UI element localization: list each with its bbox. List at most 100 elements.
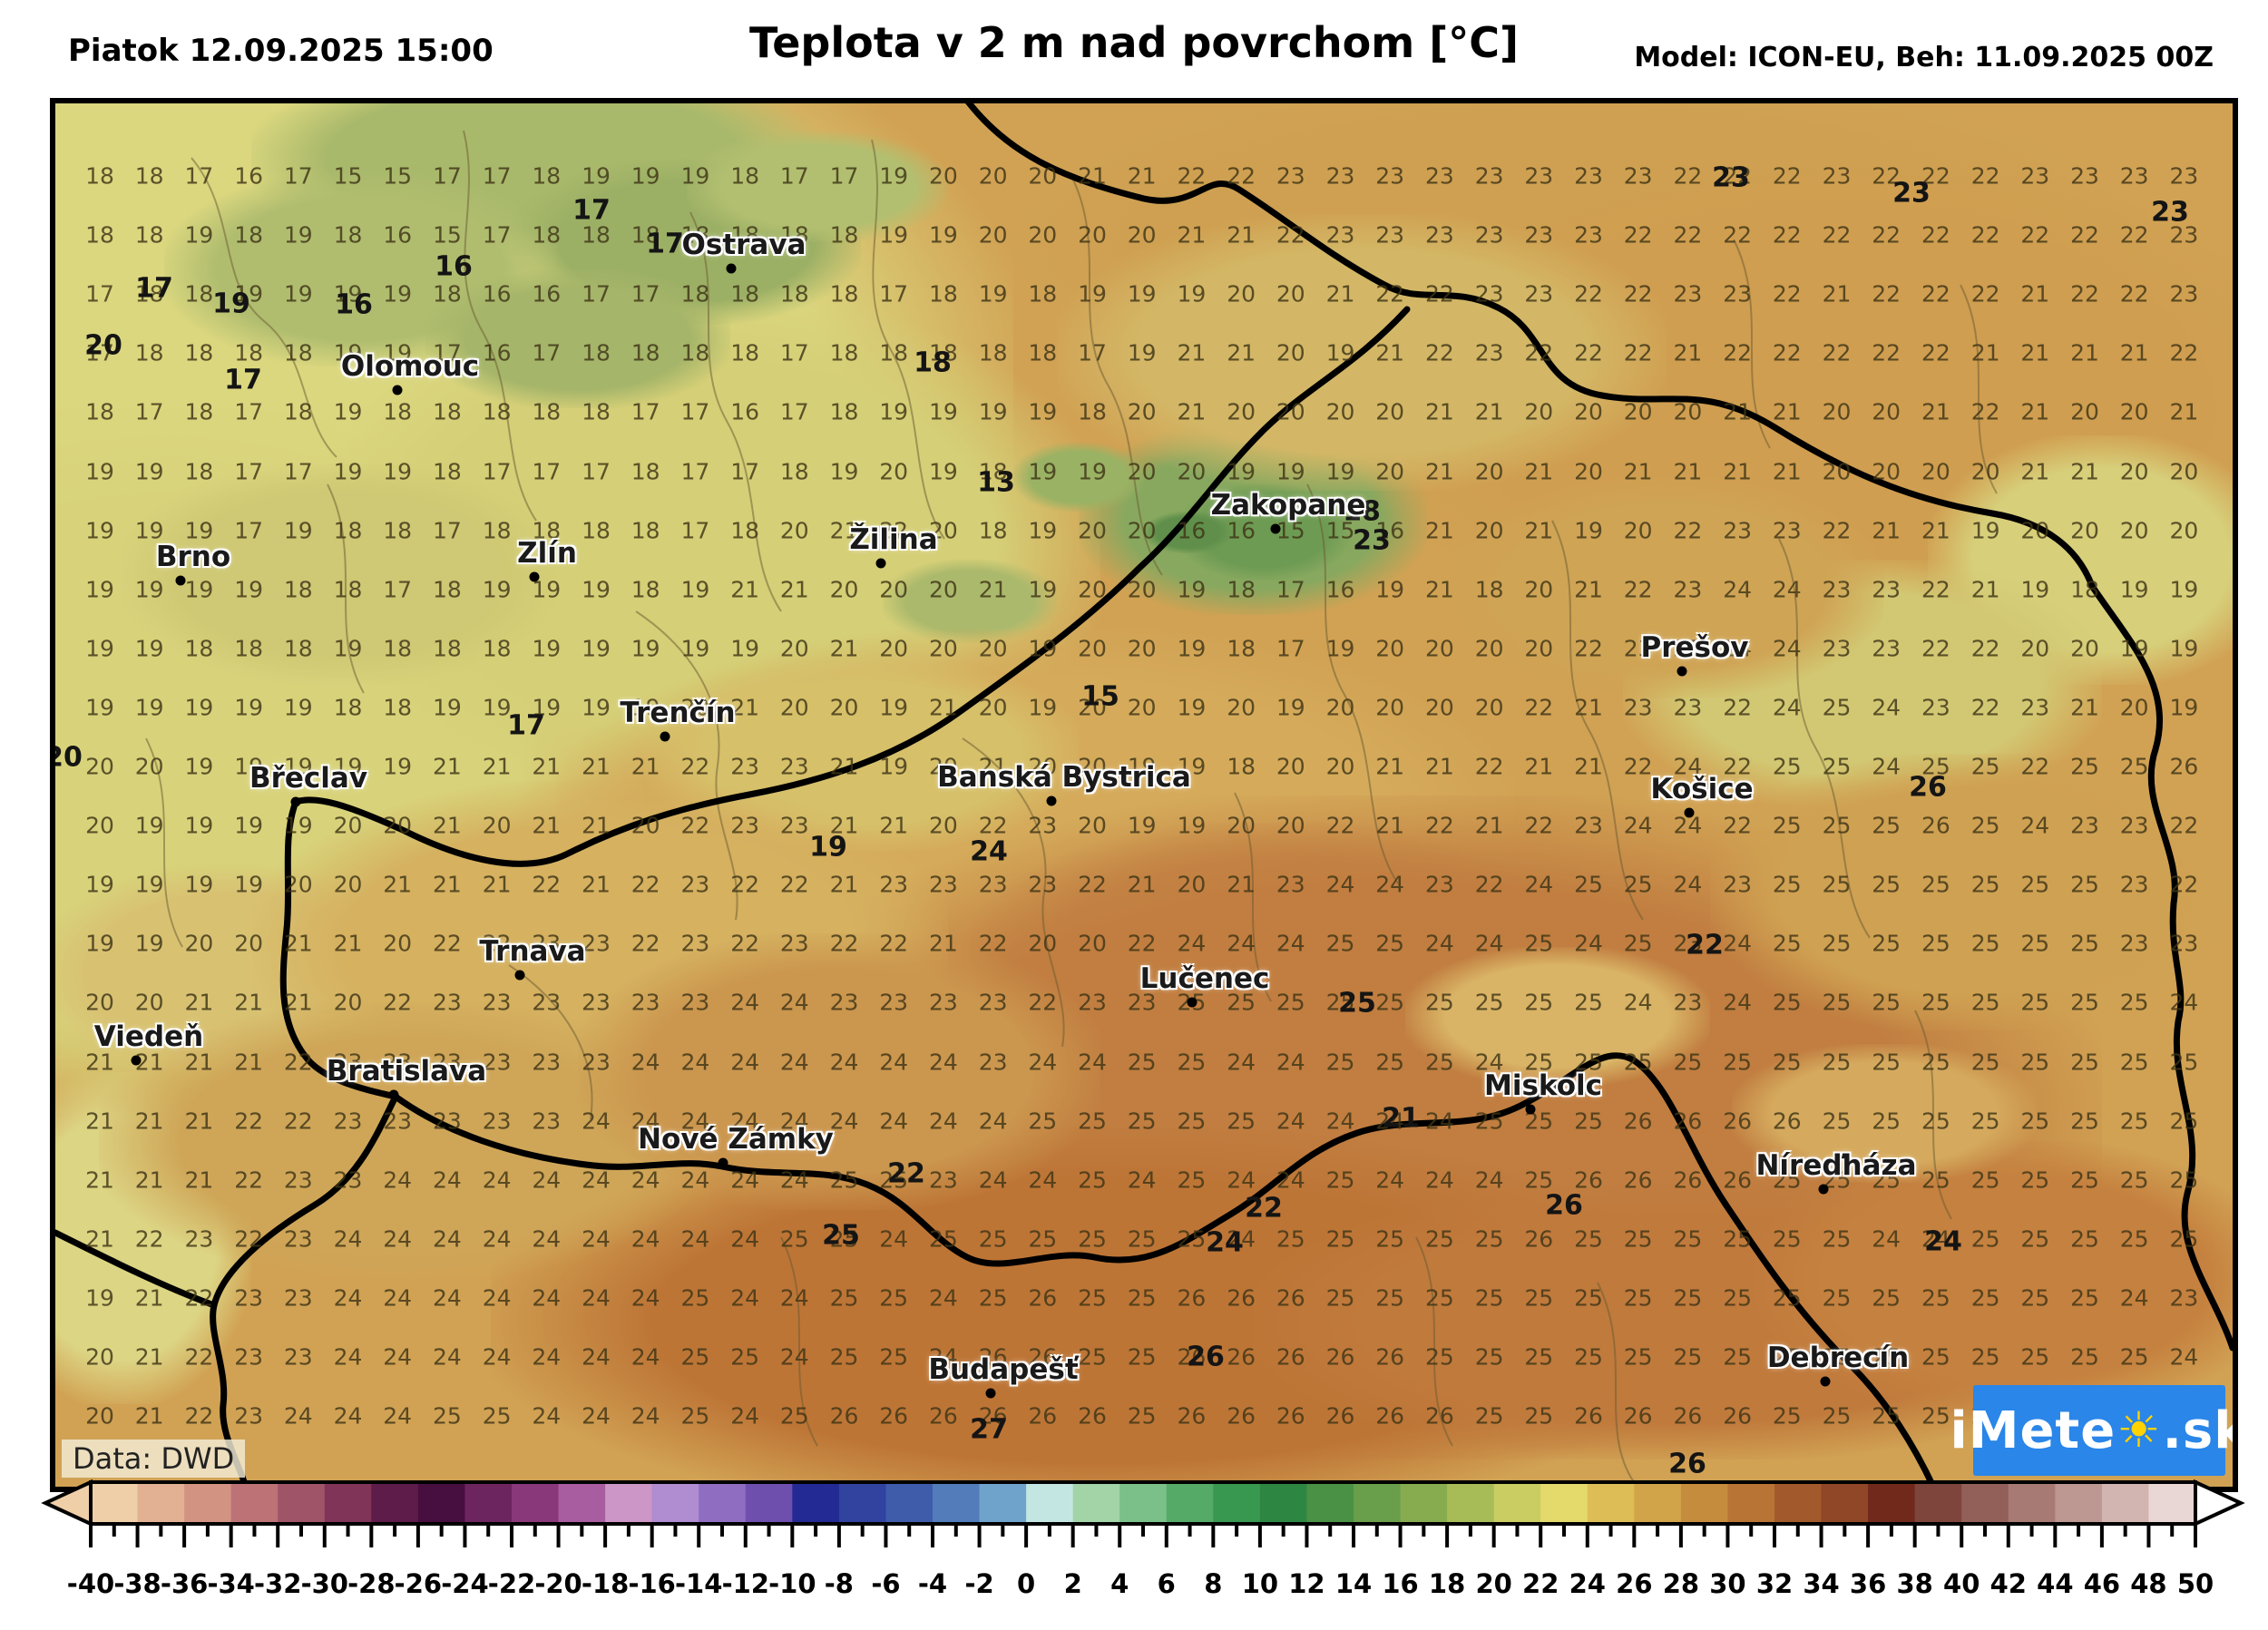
temp-value: 25 [1772,1284,1802,1312]
temp-value: 20 [1078,635,1107,662]
temp-value: 23 [1325,162,1355,190]
temp-value: 25 [1524,989,1554,1016]
temp-value: 25 [1524,1166,1554,1194]
temp-value: 24 [879,1108,909,1135]
temp-value: 19 [134,930,164,957]
temp-value: 19 [879,398,909,425]
temp-value: 21 [1673,339,1703,366]
temp-value: 20 [928,812,958,839]
temp-value: 23 [482,989,512,1016]
temp-value: 25 [1822,1343,1852,1371]
temp-value: 26 [928,1402,958,1430]
temp-value: 23 [482,1108,512,1135]
temp-value: 21 [2070,339,2099,366]
temp-value: 25 [1375,989,1405,1016]
temp-value: 22 [1970,221,2000,249]
temp-value: 21 [2020,398,2050,425]
temp-value: 22 [1673,517,1703,544]
temp-value: 25 [1872,1284,1901,1312]
temp-value: 24 [730,1402,759,1430]
temp-value: 21 [1723,398,1752,425]
temp-value: 22 [1970,398,2000,425]
temp-value: 25 [1970,753,2000,780]
temp-value: 18 [631,221,660,249]
temp-value: 16 [1325,576,1355,603]
temp-value: 24 [730,989,759,1016]
temp-value: 26 [829,1402,859,1430]
temp-value: 25 [680,1343,710,1371]
temp-value: 25 [1822,1049,1852,1075]
temp-value: 19 [582,576,611,603]
colorbar-segment [558,1482,606,1524]
temp-value: 25 [1078,1343,1107,1371]
temp-value: 24 [1474,930,1504,957]
temp-value: 20 [1375,458,1405,484]
temp-value: 21 [928,694,958,721]
temp-value: 19 [184,221,214,249]
temp-value: 21 [2020,280,2050,307]
temp-value: 20 [1424,635,1454,662]
temp-value: 24 [779,1108,809,1135]
temp-value: 20 [2119,398,2149,425]
temp-value: 18 [582,517,611,544]
temp-value: 22 [2119,221,2149,249]
temp-value: 21 [234,989,263,1016]
temp-value: 18 [1028,280,1058,307]
temp-value: 23 [730,812,759,839]
temp-value: 20 [680,694,710,721]
temp-value: 22 [1872,221,1901,249]
city-dot [985,1388,996,1399]
temp-value: 24 [1325,871,1355,898]
imeteo-logo[interactable]: iMete☀.sk [1950,1385,2233,1476]
temp-value: 25 [1078,1284,1107,1312]
temp-value: 20 [2169,458,2199,484]
temp-value: 22 [1424,812,1454,839]
temp-value: 18 [978,339,1008,366]
temp-value: 21 [1524,753,1554,780]
colorbar-tick-label: 6 [1158,1568,1176,1599]
temp-value: 24 [1723,930,1752,957]
temp-value: 21 [730,694,759,721]
temp-value: 25 [2070,1284,2099,1312]
temp-value: 23 [1723,280,1752,307]
temp-value: 19 [2119,635,2149,662]
temp-value: 22 [1574,339,1603,366]
temp-value: 18 [532,221,562,249]
temp-value: 24 [829,1108,859,1135]
temp-value: 25 [1872,1166,1901,1194]
temp-value: 25 [2020,1108,2050,1135]
temp-value: 19 [582,694,611,721]
temp-value: 23 [1623,694,1653,721]
temp-value: 19 [283,517,313,544]
temp-value: 25 [1574,1343,1603,1371]
temp-value: 25 [928,1225,958,1253]
temp-value: 25 [1723,1343,1752,1371]
temp-value: 23 [1424,871,1454,898]
colorbar-tick-label: 44 [2037,1568,2073,1599]
temp-value: 24 [482,1343,512,1371]
temp-value: 25 [1574,1049,1603,1075]
temp-value: 23 [1623,162,1653,190]
temp-value: 19 [532,635,562,662]
temp-value: 17 [134,398,164,425]
city-label: Níreďháza [1755,1149,1917,1182]
temp-value: 24 [1872,753,1901,780]
temp-value: 23 [1424,162,1454,190]
temp-value: 23 [978,989,1008,1016]
imeteo-logo-text-pre: iMete [1950,1401,2116,1460]
temp-value: 25 [1177,1225,1207,1253]
temp-value: 24 [1078,1049,1107,1075]
city-dot [388,1089,399,1100]
extremum-value: 23 [2151,196,2189,229]
colorbar-segment [2101,1482,2150,1524]
temp-value: 22 [2119,280,2149,307]
temp-value: 19 [383,458,413,484]
temp-value: 17 [432,339,462,366]
temp-value: 17 [779,162,809,190]
temp-value: 24 [631,1402,660,1430]
temp-value: 25 [1177,1108,1207,1135]
temp-value: 23 [283,1284,313,1312]
temp-value: 25 [2020,1225,2050,1253]
temp-value: 23 [2169,280,2199,307]
temp-value: 25 [1970,871,2000,898]
